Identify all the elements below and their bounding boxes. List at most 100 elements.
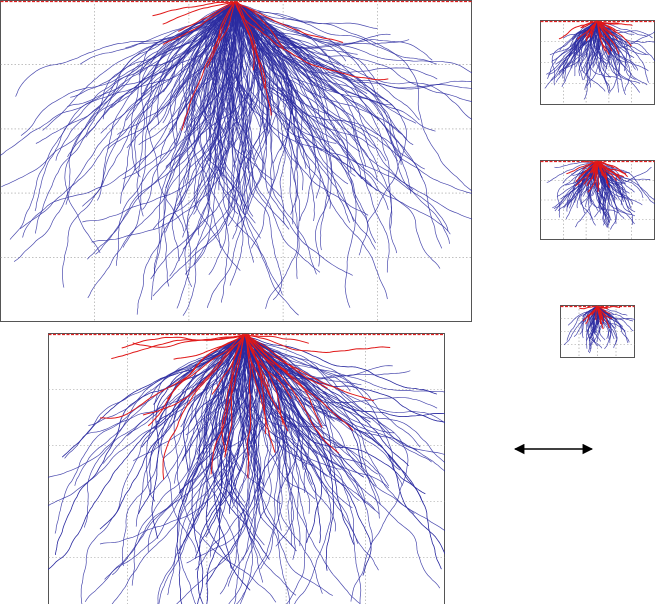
red-root [234,1,389,81]
red-root [591,305,598,316]
blue-root [169,1,236,147]
blue-root [244,334,445,423]
blue-root [157,334,253,604]
blue-root [244,334,441,589]
red-root [234,1,255,71]
blue-root [102,1,236,120]
blue-root [54,334,246,555]
blue-root [234,1,357,308]
red-root [596,160,617,182]
blue-root [234,1,341,141]
blue-root [196,335,246,460]
blue-root [136,1,236,217]
blue-root [165,1,258,189]
blue-root [234,1,472,220]
blue-root [244,334,445,532]
blue-root [85,1,236,138]
blue-root [234,1,329,251]
blue-root [205,334,246,440]
red-root [596,160,600,193]
blue-root [208,1,236,161]
red-root [244,334,276,453]
blue-root [244,334,380,519]
blue-root [244,334,273,449]
red-root [206,0,236,68]
red-root [596,160,629,178]
blue-root [48,334,246,571]
red-root [596,20,616,33]
root-panel [540,160,655,240]
blue-root [546,160,598,183]
red-root [121,334,246,349]
blue-root [120,1,236,204]
blue-root [145,334,246,502]
blue-root [244,334,364,478]
blue-root [95,1,236,255]
blue-root [218,1,251,191]
red-root [595,305,598,321]
red-root [147,333,246,427]
panel-content [540,160,655,240]
blue-root [241,334,265,486]
blue-root [589,21,598,57]
blue-root [191,334,246,604]
blue-root [244,334,366,504]
blue-root [174,1,236,145]
blue-root [163,1,236,93]
red-root [587,160,598,193]
red-root [162,1,236,45]
red-root [596,20,607,32]
blue-root [552,160,598,209]
blue-root [244,334,372,576]
red-root [244,334,284,425]
blue-root [82,1,236,207]
red-root [596,305,613,320]
blue-root [234,1,373,187]
blue-root [234,1,293,225]
red-root [244,334,391,354]
red-root [596,305,603,325]
red-root [596,305,611,315]
red-root [596,305,604,321]
panel-content [540,20,655,105]
blue-root [227,334,261,587]
blue-root [233,1,256,224]
red-root [558,20,598,40]
blue-root [244,334,437,395]
blue-root [13,1,236,262]
blue-root [48,334,246,507]
red-root [590,20,598,37]
blue-root [202,334,246,454]
blue-root [244,334,287,531]
blue-root [235,334,284,604]
blue-root [176,334,258,604]
red-root [234,0,272,116]
red-root [583,160,598,185]
blue-root [136,1,243,315]
blue-root [165,1,242,169]
blue-root [152,1,248,297]
blue-root [244,334,445,456]
blue-root [183,2,236,134]
blue-root [234,1,361,152]
blue-root [234,1,441,269]
red-root [212,1,236,50]
blue-root [234,1,254,217]
blue-root [596,160,655,205]
red-root [244,334,289,373]
blue-root [0,1,236,157]
blue-root [234,1,438,65]
blue-root [67,1,236,108]
blue-root [234,1,472,89]
blue-root [234,1,375,149]
blue-root [596,160,624,206]
blue-root [234,1,378,181]
blue-root [232,1,250,174]
blue-root [234,1,387,162]
blue-root [234,1,472,192]
red-root [592,160,598,172]
red-root [178,1,236,32]
blue-root [547,20,598,76]
red-root [234,1,344,43]
